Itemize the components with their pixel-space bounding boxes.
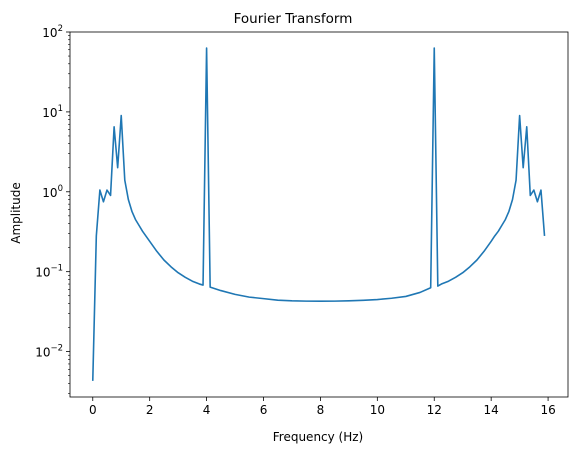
x-tick-label: 4 <box>203 403 211 417</box>
y-tick-label: 102 <box>42 24 63 40</box>
x-tick-label: 14 <box>484 403 499 417</box>
y-tick-label: 10−2 <box>35 344 63 360</box>
x-tick-label: 2 <box>146 403 154 417</box>
plot-frame <box>69 31 569 398</box>
y-tick-label: 100 <box>42 184 63 200</box>
x-tick-label: 10 <box>370 403 385 417</box>
x-axis-label: Frequency (Hz) <box>273 430 364 444</box>
x-tick-label: 0 <box>89 403 97 417</box>
y-tick-label: 10−1 <box>35 264 63 280</box>
x-tick-label: 12 <box>427 403 442 417</box>
x-tick-label: 8 <box>317 403 325 417</box>
chart-title: Fourier Transform <box>234 11 353 27</box>
series-line <box>91 47 546 381</box>
y-tick-label: 101 <box>42 104 63 120</box>
x-tick-label: 16 <box>540 403 555 417</box>
y-axis-label: Amplitude <box>9 182 23 244</box>
plot-area: 0 2 4 6 8 10 12 14 16 10−2 10−1 100 101 102 <box>35 24 569 417</box>
x-tick-label: 6 <box>260 403 268 417</box>
